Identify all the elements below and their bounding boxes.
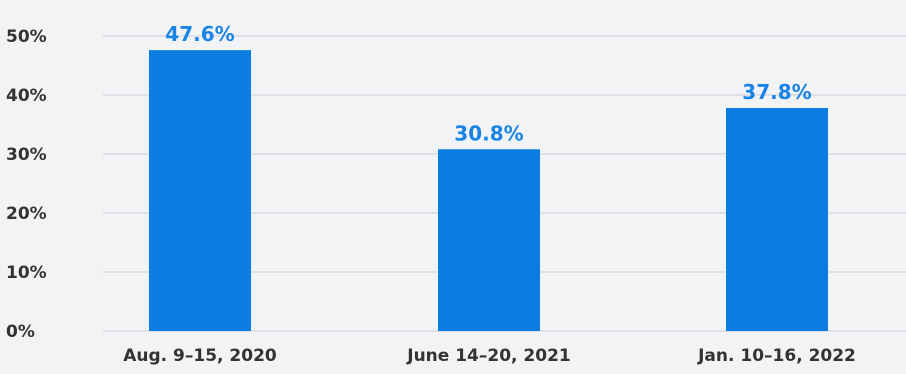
y-tick-label: 20%	[6, 204, 47, 224]
y-tick-label: 30%	[6, 145, 47, 165]
bar-3	[726, 107, 828, 331]
x-category-label: June 14–20, 2021	[406, 346, 570, 366]
bars	[149, 50, 828, 331]
bar-1	[149, 50, 251, 331]
data-label: 30.8%	[454, 121, 523, 145]
data-labels: 47.6% 30.8% 37.8%	[165, 22, 811, 145]
data-label: 47.6%	[165, 22, 234, 46]
y-axis-tick-labels: 0% 10% 20% 30% 40% 50%	[6, 27, 47, 342]
y-tick-label: 0%	[6, 322, 35, 342]
y-tick-label: 10%	[6, 263, 47, 283]
x-category-label: Aug. 9–15, 2020	[123, 346, 277, 366]
x-category-label: Jan. 10–16, 2022	[697, 346, 856, 366]
data-label: 37.8%	[742, 80, 811, 104]
bar-2	[438, 149, 540, 331]
x-axis-category-labels: Aug. 9–15, 2020 June 14–20, 2021 Jan. 10–1…	[123, 346, 856, 366]
y-tick-label: 40%	[6, 86, 47, 106]
y-tick-label: 50%	[6, 27, 47, 47]
